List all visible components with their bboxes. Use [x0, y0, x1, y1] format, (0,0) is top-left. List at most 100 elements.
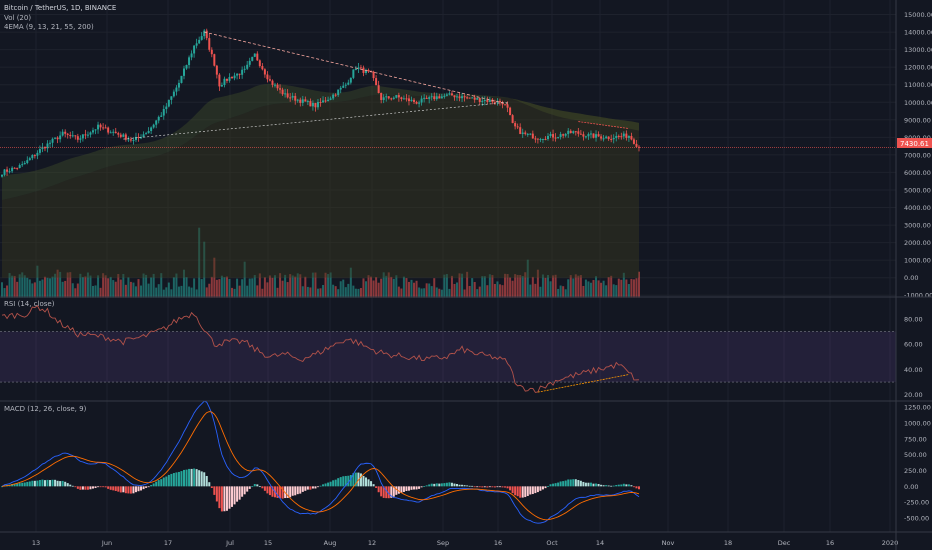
macd-histogram-bar	[291, 486, 294, 496]
volume-bar	[493, 283, 496, 298]
candle-body	[86, 134, 89, 136]
volume-bar	[152, 273, 155, 298]
macd-histogram-bar	[456, 483, 458, 487]
macd-histogram-bar	[54, 479, 57, 487]
volume-bar	[180, 285, 183, 298]
ema-200-cloud	[2, 95, 639, 278]
macd-histogram-bar	[147, 486, 150, 488]
candle-body	[362, 67, 365, 73]
macd-histogram-bar	[56, 480, 59, 487]
candles[interactable]	[0, 28, 896, 178]
macd-histogram-bar	[587, 482, 590, 487]
macd-histogram-bar	[395, 486, 398, 495]
macd-histogram-bar	[354, 472, 357, 487]
candle-body	[6, 169, 9, 172]
volume-bar	[597, 280, 600, 298]
macd-pane[interactable]	[1, 400, 640, 524]
candle-body	[544, 138, 547, 140]
macd-histogram-bar	[268, 486, 271, 496]
macd-histogram-bar	[397, 486, 400, 494]
volume-bar	[248, 278, 251, 298]
macd-histogram-bar	[579, 480, 582, 487]
volume-bar	[97, 275, 100, 298]
axis-tick-label: 9000.00	[904, 116, 931, 124]
volume-bar	[392, 278, 395, 298]
macd-histogram-bar	[549, 484, 552, 487]
macd-histogram-bar	[261, 486, 264, 489]
macd-histogram-bar	[440, 483, 443, 487]
price-axis[interactable]: 15000.00 14000.00 13000.00 12000.00 11000.00…	[904, 11, 932, 523]
volume-bar	[514, 274, 517, 298]
volume-bar	[241, 279, 244, 298]
volume-legend: Vol (20)	[4, 14, 31, 22]
volume-bar	[134, 286, 137, 298]
volume-bar	[521, 276, 524, 298]
macd-histogram-bar	[448, 482, 451, 487]
candle-body	[509, 107, 512, 116]
macd-histogram-bar	[89, 486, 92, 490]
macd-histogram-bar	[445, 482, 448, 487]
macd-histogram-bar	[407, 486, 410, 491]
candle-body	[605, 136, 608, 139]
macd-histogram-bar	[256, 484, 259, 487]
candle-body	[529, 133, 532, 135]
candle-body	[504, 104, 507, 106]
candle-body	[620, 136, 623, 138]
volume-bar	[584, 279, 587, 298]
macd-histogram-bar	[198, 470, 201, 487]
time-tick-label: 14	[596, 539, 604, 547]
axis-tick-label: 80.00	[904, 315, 923, 323]
volume-bar	[488, 274, 491, 298]
volume-bar	[357, 288, 360, 298]
macd-histogram-bar	[498, 486, 501, 488]
volume-bar	[122, 273, 125, 298]
candle-body	[498, 100, 501, 103]
candle-body	[316, 101, 319, 108]
macd-histogram-bar	[170, 473, 173, 487]
volume-bar	[387, 272, 390, 298]
candle-body	[397, 95, 400, 98]
volume-bar	[195, 289, 198, 298]
macd-histogram-bar	[370, 481, 373, 487]
macd-histogram-bar	[390, 486, 393, 498]
candle-body	[8, 171, 11, 173]
volume-bar	[220, 275, 223, 298]
macd-histogram-bar	[352, 473, 355, 487]
macd-histogram-bar	[31, 480, 34, 487]
trendlines[interactable]	[123, 31, 629, 140]
macd-histogram-bar	[160, 479, 163, 487]
volume-bar	[167, 282, 170, 298]
volume-bar	[359, 288, 362, 298]
volume-bar	[572, 278, 575, 298]
candle-body	[150, 127, 153, 131]
volume-bar	[3, 288, 6, 298]
macd-histogram-bar	[423, 486, 426, 487]
macd-histogram-bar	[433, 483, 436, 487]
volume-bar	[635, 278, 638, 298]
macd-histogram-bar	[327, 482, 330, 487]
candle-body	[79, 138, 82, 140]
candle-body	[56, 137, 59, 140]
volume-bar	[205, 287, 208, 298]
macd-histogram-bar	[463, 485, 466, 487]
macd-histogram-bar	[413, 486, 416, 490]
macd-histogram-bar	[473, 486, 476, 488]
candle-body	[117, 133, 120, 135]
candle-body	[428, 97, 431, 99]
rsi-pane[interactable]	[0, 304, 896, 393]
macd-histogram-bar	[94, 486, 97, 489]
candle-body	[258, 60, 261, 67]
time-axis[interactable]: 13 Jun 17 Jul 15 Aug 12 Sep 16 Oct 14 Nov 18 Dec 16 202…	[32, 539, 898, 547]
signal-line	[1, 411, 640, 521]
volume-bar	[129, 281, 132, 298]
macd-histogram-bar	[630, 485, 633, 487]
macd-histogram-bar	[46, 479, 49, 487]
candle-body	[26, 160, 29, 164]
candle-body	[615, 135, 618, 139]
volume-bar	[332, 284, 335, 298]
candle-body	[28, 158, 31, 161]
volume-bar	[428, 283, 431, 298]
macd-histogram-bar	[539, 486, 542, 491]
macd-histogram-bar	[296, 486, 299, 495]
